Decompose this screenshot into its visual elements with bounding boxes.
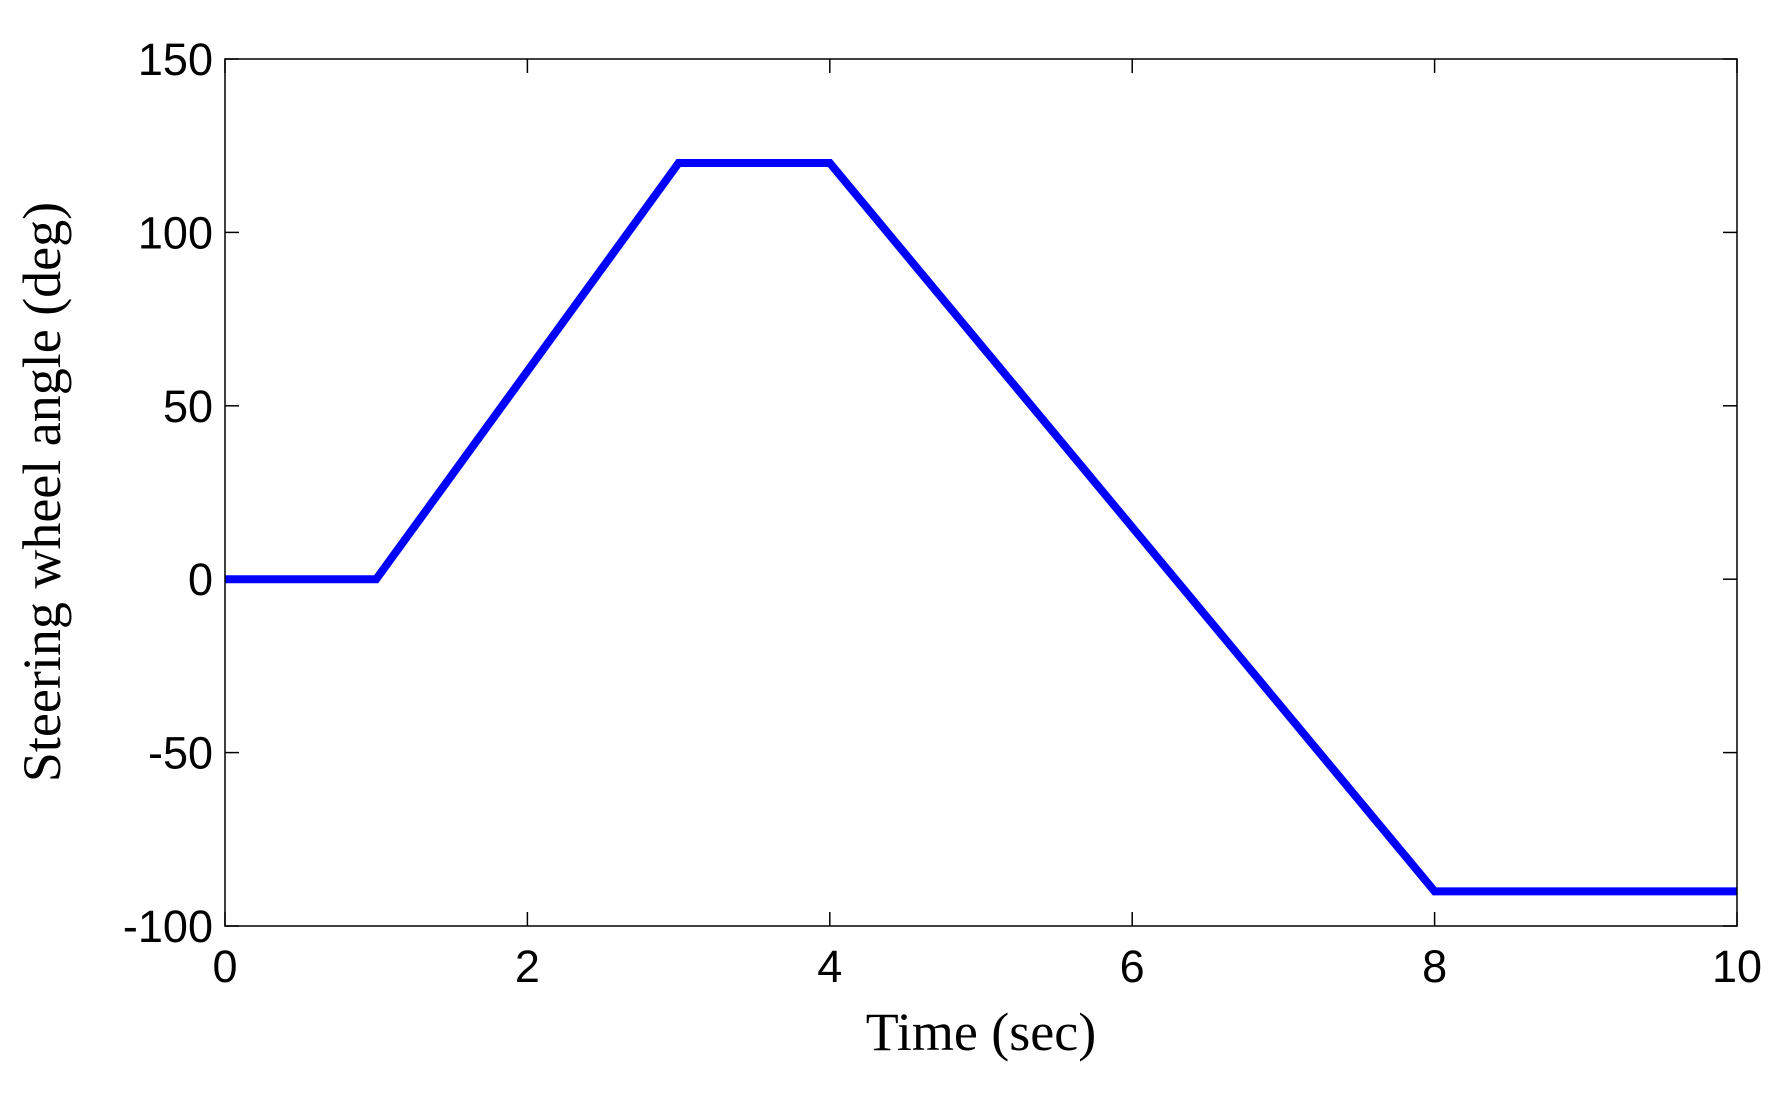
y-tick-label: 0 <box>188 554 213 605</box>
y-tick-label: -100 <box>123 901 213 952</box>
y-tick-label: -50 <box>148 728 213 779</box>
x-tick-label: 6 <box>1120 941 1145 992</box>
plot-area <box>225 59 1737 926</box>
x-tick-label: 0 <box>212 941 237 992</box>
data-line <box>225 159 1737 896</box>
y-axis-label: Steering wheel angle (deg) <box>12 202 72 782</box>
x-tick-label: 8 <box>1422 941 1447 992</box>
y-tick-label: 50 <box>163 381 213 432</box>
x-tick-label: 4 <box>817 941 842 992</box>
x-axis-label: Time (sec) <box>866 1002 1096 1062</box>
y-tick-label: 100 <box>138 207 213 258</box>
x-tick-label: 2 <box>515 941 540 992</box>
axes-box <box>224 58 1738 927</box>
y-tick-label: 150 <box>138 34 213 85</box>
x-tick-label: 10 <box>1712 941 1762 992</box>
